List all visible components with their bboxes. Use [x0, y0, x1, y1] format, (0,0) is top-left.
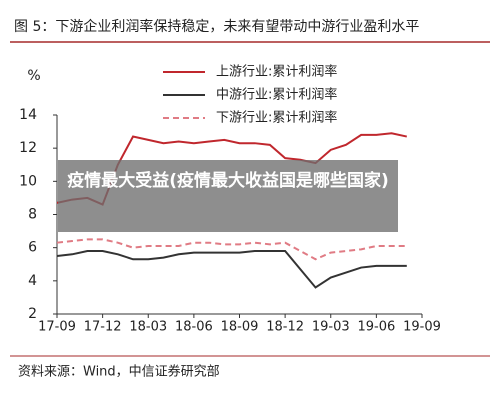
y-tick-label: 14 [19, 107, 37, 123]
series-line [56, 249, 407, 289]
x-tick-label: 17-09 [38, 320, 76, 335]
legend-label: 上游行业:累计利润率 [216, 64, 337, 80]
x-tick-label: 19-03 [312, 320, 350, 335]
y-tick-label: 10 [19, 173, 37, 189]
y-tick-label: 2 [28, 306, 37, 322]
legend-label: 下游行业:累计利润率 [216, 110, 337, 126]
y-tick-label: 8 [28, 207, 37, 223]
x-tick-label: 18-03 [129, 320, 167, 335]
x-tick-label: 18-09 [221, 320, 259, 335]
banner-text: 疫情最大受益(疫情最大收益国是哪些国家) [67, 171, 389, 191]
x-tick-label: 18-12 [266, 320, 304, 335]
source-note: 资料来源：Wind，中信证券研究部 [18, 364, 220, 380]
y-tick-label: 12 [19, 140, 37, 156]
y-axis-label: % [27, 68, 40, 84]
x-tick-label: 19-06 [357, 320, 395, 335]
x-tick-label: 19-09 [403, 320, 441, 335]
x-tick-label: 18-06 [175, 320, 213, 335]
banner [58, 160, 398, 232]
chart-title: 图 5：下游企业利润率保持稳定，未来有望带动中游行业盈利水平 [14, 18, 419, 35]
y-tick-label: 6 [28, 240, 37, 256]
y-tick-label: 4 [28, 273, 37, 289]
legend-label: 中游行业:累计利润率 [216, 87, 337, 103]
x-tick-label: 17-12 [84, 320, 122, 335]
